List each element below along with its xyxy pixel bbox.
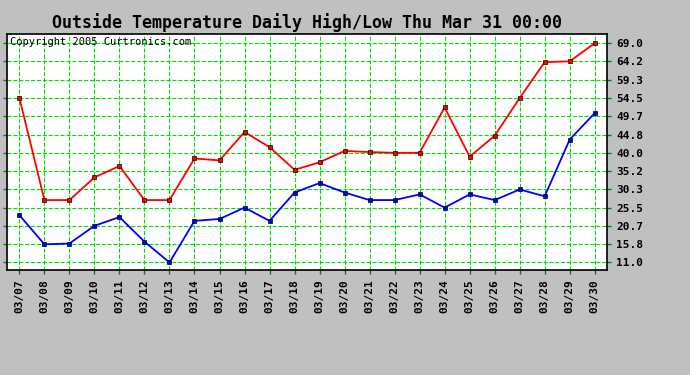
Title: Outside Temperature Daily High/Low Thu Mar 31 00:00: Outside Temperature Daily High/Low Thu M… — [52, 13, 562, 32]
Text: Copyright 2005 Curtronics.com: Copyright 2005 Curtronics.com — [10, 37, 191, 47]
